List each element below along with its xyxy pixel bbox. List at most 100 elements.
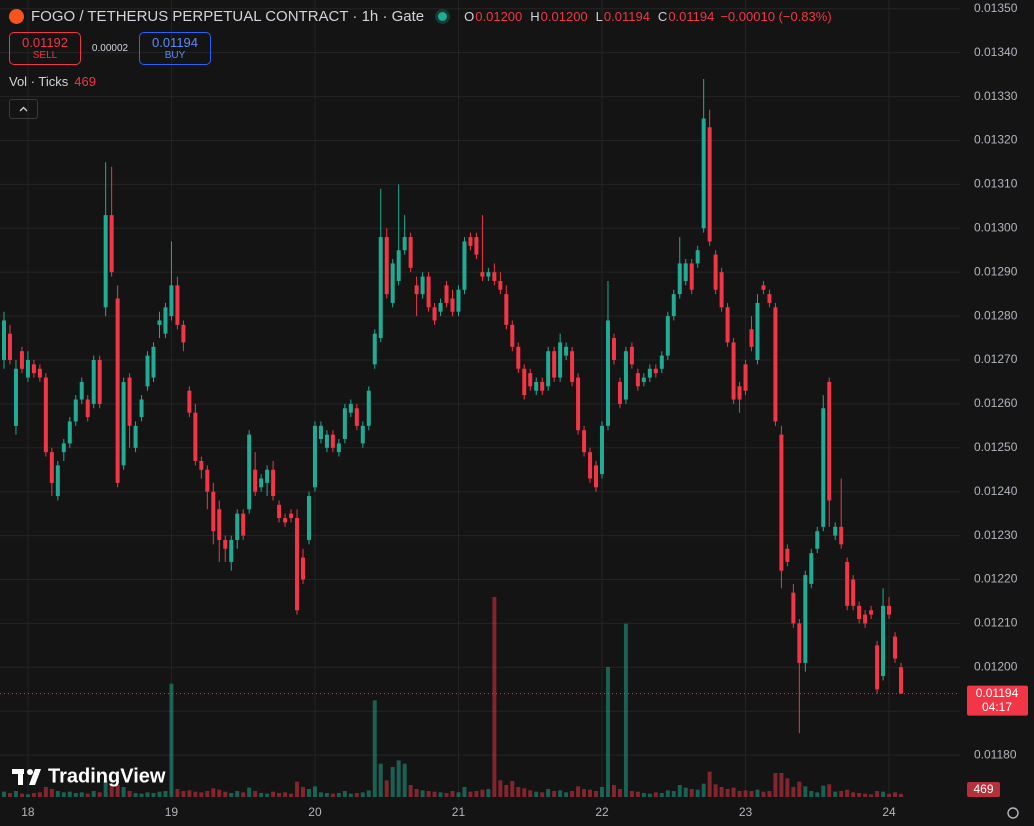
candle-body — [594, 465, 599, 488]
x-tick-label: 18 — [21, 805, 35, 819]
volume-bar — [247, 787, 252, 797]
y-tick-label: 0.01200 — [974, 659, 1018, 673]
volume-bar — [366, 790, 371, 797]
candle-body — [671, 294, 676, 317]
collapse-button[interactable] — [9, 99, 38, 119]
volume-bar — [259, 793, 264, 797]
y-tick-label: 0.01210 — [974, 616, 1018, 630]
candle-body — [25, 359, 30, 378]
y-tick-label: 0.01270 — [974, 352, 1018, 366]
volume-bar — [229, 793, 234, 797]
candle-body — [881, 605, 886, 677]
volume-bar — [265, 793, 270, 797]
candle-body — [797, 623, 802, 663]
buy-button[interactable]: 0.01194 BUY — [139, 32, 211, 65]
volume-bar — [605, 667, 610, 797]
candle-body — [683, 263, 688, 281]
candle-body — [863, 614, 868, 624]
candle-body — [659, 355, 664, 369]
candle-body — [558, 342, 563, 378]
volume-value: 469 — [74, 74, 96, 89]
candle-body — [719, 272, 724, 308]
volume-bar — [594, 791, 599, 797]
volume-bar — [552, 791, 557, 797]
candle-body — [803, 575, 808, 663]
volume-bar — [833, 791, 838, 797]
volume-bar — [671, 791, 676, 797]
volume-bar — [7, 793, 12, 797]
candle-body — [695, 250, 700, 264]
volume-bar — [857, 793, 862, 797]
symbol-title[interactable]: FOGO / TETHERUS PERPETUAL CONTRACT · 1h … — [31, 7, 425, 25]
y-tick-label: 0.01250 — [974, 440, 1018, 454]
volume-bar — [653, 792, 658, 797]
candle-body — [271, 469, 276, 497]
volume-bar — [725, 789, 730, 797]
candle-body — [330, 434, 335, 448]
settings-icon[interactable] — [1007, 807, 1019, 819]
volume-bar — [617, 789, 622, 797]
volume-bar — [689, 789, 694, 797]
candle-body — [444, 285, 449, 303]
candle-body — [617, 381, 622, 404]
volume-bar — [498, 780, 503, 797]
last-price-label: 0.01194 — [976, 686, 1019, 700]
candle-body — [145, 355, 150, 387]
volume-bar — [611, 785, 616, 797]
candle-body — [324, 434, 329, 448]
candle-body — [223, 539, 228, 549]
volume-bar — [719, 787, 724, 797]
candle-body — [570, 351, 575, 382]
volume-bar — [378, 763, 383, 797]
volume-bar — [271, 791, 276, 797]
legend-key: L — [595, 8, 603, 24]
volume-bar — [582, 789, 587, 797]
candle-body — [498, 280, 503, 290]
volume-bar — [73, 793, 78, 797]
legend-change: −0.00010 (−0.83%) — [720, 8, 832, 24]
candle-body — [707, 127, 712, 242]
candle-body — [629, 346, 634, 365]
volume-bar — [169, 683, 174, 797]
volume-bar — [175, 789, 180, 797]
volume-bar — [79, 792, 84, 797]
candle-body — [426, 276, 431, 308]
candle-body — [318, 425, 323, 440]
volume-bar — [163, 791, 168, 797]
candle-body — [743, 364, 748, 391]
candle-body — [821, 408, 826, 527]
candle-body — [534, 381, 539, 391]
volume-bar — [546, 789, 551, 797]
volume-bar — [336, 793, 341, 797]
last-price-box — [967, 685, 1028, 716]
volume-bar — [31, 793, 36, 797]
volume-bar — [19, 793, 24, 797]
candle-body — [833, 526, 838, 536]
candle-body — [265, 469, 270, 483]
candle-body — [665, 316, 670, 356]
candle-body — [588, 452, 593, 479]
volume-bar — [372, 700, 377, 797]
volume-bar — [37, 792, 42, 797]
candle-body — [79, 381, 84, 400]
candle-body — [336, 443, 341, 453]
volume-bar — [384, 780, 389, 797]
volume-bar — [564, 792, 569, 797]
volume-bar — [283, 792, 288, 797]
candle-body — [205, 469, 210, 492]
candle-body — [611, 338, 616, 360]
candle-body — [438, 302, 443, 312]
candle-body — [701, 118, 706, 229]
candle-body — [677, 263, 682, 295]
y-tick-label: 0.01300 — [974, 220, 1018, 234]
sell-button[interactable]: 0.01192 SELL — [9, 32, 81, 65]
candle-body — [839, 526, 844, 545]
volume-bar — [402, 763, 407, 797]
candle-body — [773, 307, 778, 422]
volume-bar — [881, 791, 886, 797]
logo-stem — [18, 769, 23, 785]
volume-bar — [779, 773, 784, 797]
y-tick-label: 0.01320 — [974, 133, 1018, 147]
volume-bar — [414, 789, 419, 797]
candle-body — [689, 263, 694, 290]
